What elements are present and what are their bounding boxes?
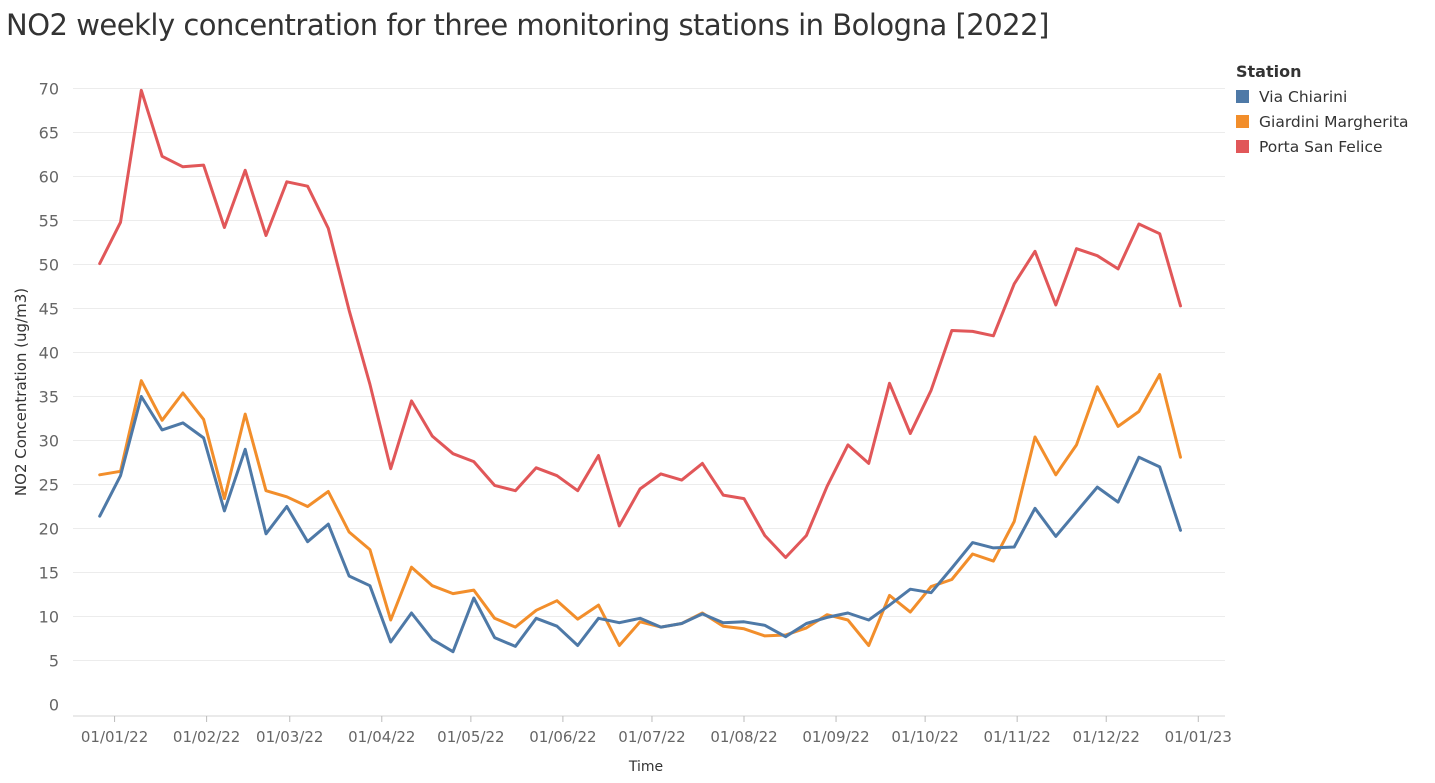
legend-item-via-chiarini: Via Chiarini bbox=[1236, 84, 1409, 109]
y-tick-label: 35 bbox=[39, 388, 59, 407]
y-tick-label: 0 bbox=[49, 696, 59, 715]
y-tick-label: 60 bbox=[39, 168, 59, 187]
x-tick-labels: 01/01/22 01/02/22 01/03/22 01/04/22 01/05/22… bbox=[81, 716, 1232, 746]
y-tick-label: 65 bbox=[39, 124, 59, 143]
y-tick-label: 15 bbox=[39, 564, 59, 583]
legend-title: Station bbox=[1236, 62, 1302, 81]
y-tick-label: 70 bbox=[39, 80, 59, 99]
legend-label: Giardini Margherita bbox=[1259, 112, 1409, 131]
x-tick-label: 01/11/22 bbox=[983, 728, 1050, 746]
y-tick-label: 20 bbox=[39, 520, 59, 539]
x-tick-label: 01/12/22 bbox=[1073, 728, 1140, 746]
x-tick-label: 01/01/23 bbox=[1165, 728, 1232, 746]
x-tick-label: 01/10/22 bbox=[891, 728, 958, 746]
x-tick-label: 01/07/22 bbox=[618, 728, 685, 746]
y-tick-label: 25 bbox=[39, 476, 59, 495]
x-tick-label: 01/09/22 bbox=[802, 728, 869, 746]
x-tick-label: 01/04/22 bbox=[348, 728, 415, 746]
x-tick-label: 01/01/22 bbox=[81, 728, 148, 746]
series-line-porta-san-felice bbox=[98, 88, 1182, 559]
legend-swatch bbox=[1236, 140, 1249, 153]
legend-swatch bbox=[1236, 115, 1249, 128]
legend-label: Porta San Felice bbox=[1259, 137, 1383, 156]
y-tick-label: 30 bbox=[39, 432, 59, 451]
legend-item-giardini-margherita: Giardini Margherita bbox=[1236, 109, 1409, 134]
y-tick-label: 55 bbox=[39, 212, 59, 231]
y-tick-label: 50 bbox=[39, 256, 59, 275]
x-tick-label: 01/05/22 bbox=[437, 728, 504, 746]
x-tick-label: 01/06/22 bbox=[529, 728, 596, 746]
gridlines bbox=[73, 88, 1225, 717]
series-lines bbox=[98, 88, 1182, 654]
y-tick-label: 40 bbox=[39, 344, 59, 363]
x-tick-label: 01/08/22 bbox=[710, 728, 777, 746]
x-tick-label: 01/02/22 bbox=[173, 728, 240, 746]
x-tick-label: 01/03/22 bbox=[256, 728, 323, 746]
legend-swatch bbox=[1236, 90, 1249, 103]
legend: Station Via Chiarini Giardini Margherita… bbox=[1236, 62, 1409, 159]
axes: NO2 Concentration (ug/m3) Time bbox=[12, 288, 663, 775]
legend-label: Via Chiarini bbox=[1259, 87, 1348, 106]
y-tick-label: 45 bbox=[39, 300, 59, 319]
legend-item-porta-san-felice: Porta San Felice bbox=[1236, 134, 1409, 159]
series-line-giardini-margherita bbox=[98, 373, 1182, 647]
y-tick-label: 5 bbox=[49, 652, 59, 671]
series-line-via-chiarini bbox=[98, 395, 1182, 654]
y-tick-labels: 0 5 10 15 20 25 30 35 40 45 50 55 60 65 70 bbox=[39, 80, 59, 715]
chart-title: NO2 weekly concentration for three monit… bbox=[6, 8, 1049, 42]
y-axis-label: NO2 Concentration (ug/m3) bbox=[12, 288, 30, 496]
x-axis-label: Time bbox=[628, 759, 663, 775]
y-tick-label: 10 bbox=[39, 608, 59, 627]
